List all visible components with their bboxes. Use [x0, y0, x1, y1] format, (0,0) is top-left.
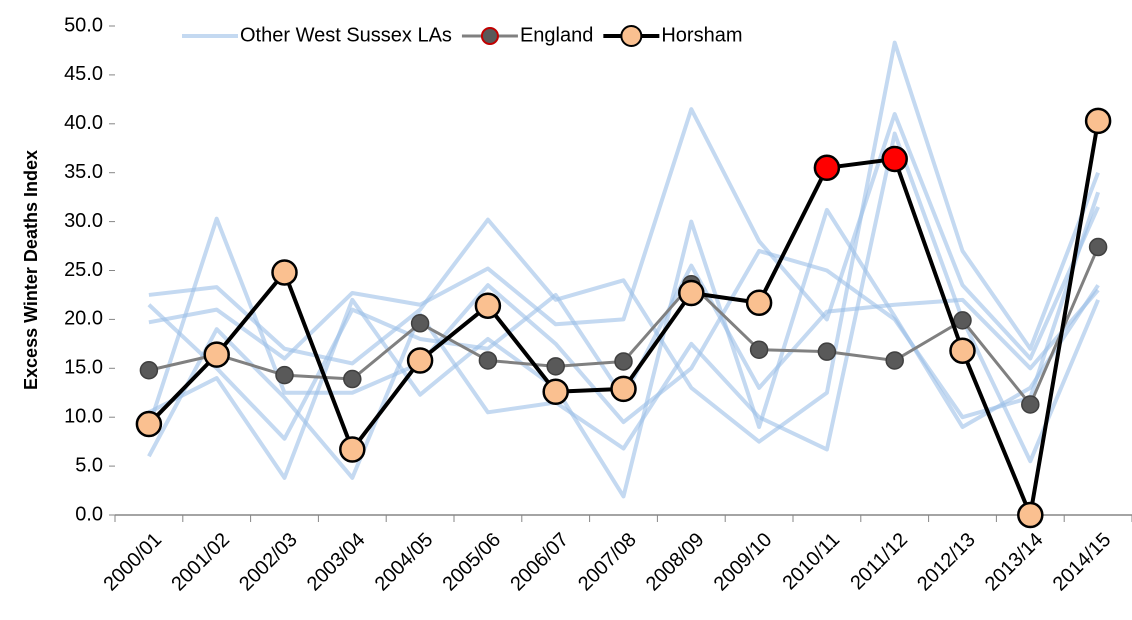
legend-marker [480, 27, 499, 45]
marker [813, 154, 841, 182]
marker [885, 351, 904, 370]
y-tick-label: 30.0 [64, 210, 103, 232]
y-tick-label: 0.0 [75, 503, 103, 525]
marker [546, 357, 565, 376]
x-tick-label: 2011/12 [846, 529, 912, 595]
y-tick-label: 5.0 [75, 454, 103, 476]
y-tick-label: 50.0 [64, 14, 103, 36]
x-tick-label: 2001/02 [167, 529, 234, 596]
y-tick-label: 40.0 [64, 112, 103, 134]
marker [410, 314, 430, 333]
x-tick-label: 2007/08 [574, 529, 641, 596]
y-tick-label: 35.0 [64, 161, 103, 183]
marker [1088, 237, 1108, 257]
marker [1021, 395, 1040, 414]
x-tick-label: 2012/13 [913, 529, 980, 596]
legend-label: Horsham [661, 24, 742, 46]
x-tick-label: 2013/14 [981, 529, 1048, 596]
x-tick-label: 2002/03 [235, 529, 302, 596]
marker [343, 369, 362, 389]
x-tick-label: 2014/15 [1049, 529, 1116, 596]
y-tick-label: 25.0 [64, 259, 103, 281]
marker [478, 351, 498, 370]
y-tick-label: 15.0 [64, 357, 103, 379]
marker [678, 279, 705, 307]
other-la-line [146, 191, 1100, 428]
x-tick-label: 2000/01 [99, 529, 166, 596]
other-la-line [148, 40, 1100, 444]
x-tick-label: 2006/07 [506, 529, 573, 596]
x-tick-label: 2010/11 [779, 529, 845, 595]
x-tick-label: 2009/10 [710, 529, 777, 596]
legend-label: Other West Sussex LAs [240, 24, 452, 46]
marker [135, 410, 163, 438]
marker [610, 375, 637, 403]
legend-marker [620, 25, 643, 47]
marker [474, 292, 502, 319]
marker [745, 289, 773, 317]
y-tick-label: 10.0 [64, 405, 103, 427]
marker [614, 352, 633, 371]
marker [949, 337, 976, 364]
marker [1017, 501, 1044, 529]
marker [339, 436, 366, 463]
marker [139, 361, 159, 380]
y-tick-label: 20.0 [64, 308, 103, 330]
x-tick-label: 2008/09 [642, 529, 709, 596]
x-tick-label: 2003/04 [303, 529, 370, 596]
other-la-line [147, 131, 1100, 480]
legend-label: England [520, 24, 593, 46]
marker [881, 145, 908, 173]
marker [953, 311, 972, 330]
marker [817, 342, 837, 361]
y-axis-label: Excess Winter Deaths Index [21, 150, 41, 390]
marker [542, 378, 569, 406]
marker [271, 259, 298, 286]
marker [749, 340, 769, 359]
x-tick-label: 2005/06 [438, 529, 505, 596]
marker [275, 365, 294, 385]
other-la-line [147, 207, 1100, 499]
x-tick-label: 2004/05 [371, 529, 438, 596]
marker [1084, 107, 1112, 135]
y-tick-label: 45.0 [64, 63, 103, 85]
marker [203, 341, 230, 368]
marker [406, 347, 434, 374]
